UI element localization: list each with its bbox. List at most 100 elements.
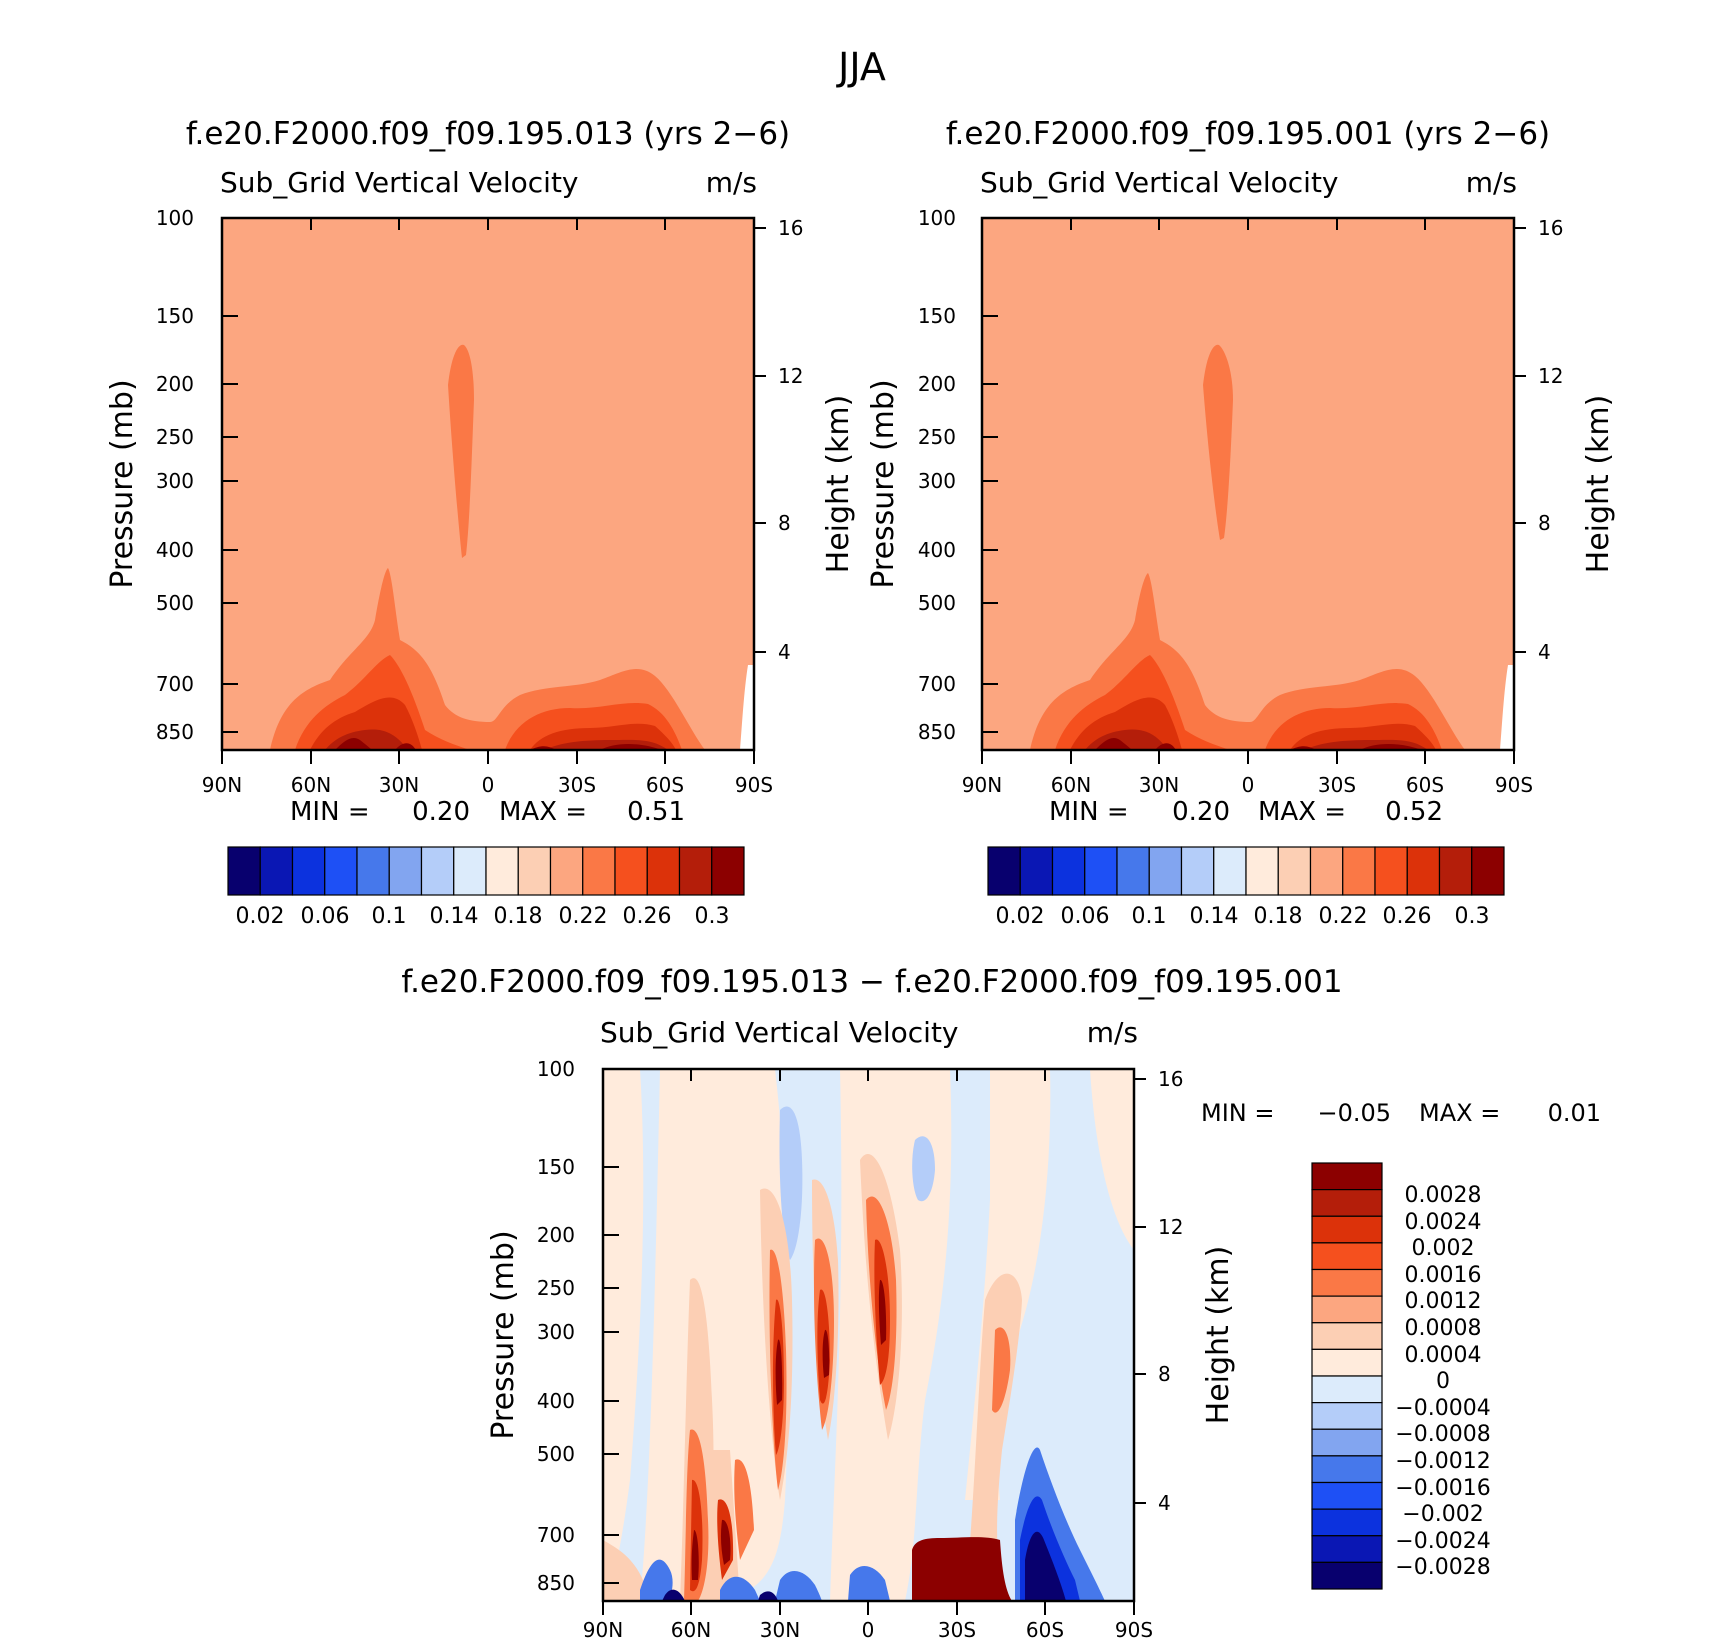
p3-red-block: [912, 1537, 1012, 1601]
colorbar-swatch: [1311, 1455, 1383, 1484]
colorbar-swatch: [1148, 846, 1183, 896]
colorbar-swatch: [1051, 846, 1086, 896]
p2-cb-label-4: 0.18: [1254, 904, 1303, 929]
colorbar-swatch: [259, 846, 294, 896]
p2-cb-label-1: 0.06: [1061, 904, 1110, 929]
panel-3-max-value: 0.01: [1548, 1099, 1601, 1127]
p2-cb-label-0: 0.02: [996, 904, 1045, 929]
panel-2-title: f.e20.F2000.f09_f09.195.001 (yrs 2−6): [946, 116, 1550, 152]
colorbar-swatch: [1311, 1508, 1383, 1537]
panel-1-colorbar-labels: 0.02 0.06 0.1 0.14 0.18 0.22 0.26 0.3: [236, 904, 730, 929]
colorbar-swatch: [1277, 846, 1312, 896]
panel-1-units: m/s: [706, 166, 757, 199]
colorbar-swatch: [987, 846, 1021, 896]
panel-2-background: [982, 218, 1514, 750]
p1-rtick-16: 16: [778, 216, 803, 240]
p3-cb-label-2: 0.002: [1412, 1236, 1475, 1261]
panel-3-ylabel: Pressure (mb): [486, 1230, 521, 1439]
panel-3-title: f.e20.F2000.f09_f09.195.013 − f.e20.F200…: [401, 964, 1342, 1000]
panel-2-axis-ticks: [981, 217, 1526, 764]
p3-cb-label-1: 0.0024: [1405, 1210, 1482, 1235]
p1-xtick-60n: 60N: [291, 773, 331, 797]
colorbar-swatch: [453, 846, 487, 896]
panel-2-y-right-tick-labels: 16 12 8 4: [1538, 216, 1563, 664]
p2-rtick-4: 4: [1538, 640, 1551, 664]
p2-xtick-0: 0: [1242, 773, 1255, 797]
p2-ytick-500: 500: [918, 591, 956, 615]
colorbar-swatch: [1311, 1242, 1383, 1271]
panel-2-min-value: 0.20: [1172, 797, 1230, 827]
panel-1-missing-corner: [740, 665, 754, 750]
p2-ytick-250: 250: [918, 425, 956, 449]
p3-cb-label-6: 0.0004: [1405, 1343, 1482, 1368]
panel-2-max-value: 0.52: [1385, 797, 1443, 827]
colorbar-swatch: [1019, 846, 1054, 896]
p1-ytick-500: 500: [156, 591, 194, 615]
p3-cb-label-13: −0.0024: [1395, 1529, 1490, 1554]
panel-1-upper-plume: [448, 344, 474, 558]
panel-3-max-label: MAX =: [1419, 1099, 1500, 1127]
p2-ytick-400: 400: [918, 538, 956, 562]
figure-title: JJA: [836, 45, 886, 89]
p1-cb-label-3: 0.14: [430, 904, 479, 929]
panel-3-axis-ticks: [602, 1068, 1146, 1615]
colorbar-swatch: [1311, 1402, 1383, 1430]
panel-2-y-tick-labels: 100 150 200 250 300 400 500 700 850: [918, 206, 956, 744]
p1-xtick-30s: 30S: [558, 773, 596, 797]
panel-3-y-tick-labels: 100 150 200 250 300 400 500 700 850: [537, 1057, 575, 1595]
colorbar-swatch: [1311, 1348, 1383, 1377]
p2-cb-label-3: 0.14: [1190, 904, 1239, 929]
panel-2-min-label: MIN =: [1049, 797, 1129, 827]
p3-ytick-200: 200: [537, 1223, 575, 1247]
p1-ytick-100: 100: [156, 206, 194, 230]
panel-2-ylabel: Pressure (mb): [866, 379, 901, 588]
panel-2-max-label: MAX =: [1258, 797, 1346, 827]
p3-xtick-60n: 60N: [671, 1618, 711, 1639]
p3-cb-label-12: −0.002: [1402, 1502, 1483, 1527]
panel-2-contour-lvl4: [1085, 729, 1428, 750]
p3-cb-label-3: 0.0016: [1405, 1263, 1482, 1288]
colorbar-swatch: [1311, 1189, 1383, 1217]
p3-xtick-30s: 30S: [938, 1618, 976, 1639]
panel-2-units: m/s: [1466, 166, 1517, 199]
colorbar-swatch: [1406, 846, 1441, 896]
panel-2-colorbar-labels: 0.02 0.06 0.1 0.14 0.18 0.22 0.26 0.3: [996, 904, 1490, 929]
p3-cb-label-14: −0.0028: [1395, 1555, 1490, 1580]
p2-xtick-60s: 60S: [1406, 773, 1444, 797]
panel-3-colorbar-labels: 0.0028 0.0024 0.002 0.0016 0.0012 0.0008…: [1395, 1183, 1490, 1580]
p2-ytick-300: 300: [918, 469, 956, 493]
p2-rtick-16: 16: [1538, 216, 1563, 240]
p3-cb-label-4: 0.0012: [1405, 1289, 1482, 1314]
panel-3-x-tick-labels: 90N 60N 30N 0 30S 60S 90S: [583, 1618, 1153, 1639]
p1-ytick-150: 150: [156, 304, 194, 328]
panel-1-y-right-tick-labels: 16 12 8 4: [778, 216, 803, 664]
colorbar-swatch: [1311, 1535, 1383, 1563]
colorbar-swatch: [1311, 1268, 1383, 1297]
p3-warm-level-2: [603, 1154, 1022, 1601]
panel-3-units: m/s: [1087, 1016, 1138, 1049]
p3-cb-label-8: −0.0004: [1395, 1396, 1490, 1421]
colorbar-swatch: [1438, 846, 1473, 896]
colorbar-swatch: [1213, 846, 1247, 896]
panel-1-ylabel: Pressure (mb): [105, 379, 140, 588]
panel-3-colorbar: [1311, 1162, 1383, 1590]
p2-rtick-8: 8: [1538, 511, 1551, 535]
p1-xtick-60s: 60S: [646, 773, 684, 797]
panel-1-min-label: MIN =: [290, 797, 370, 827]
p1-ytick-700: 700: [156, 672, 194, 696]
panel-2-variable: Sub_Grid Vertical Velocity: [980, 166, 1339, 199]
p3-ytick-250: 250: [537, 1276, 575, 1300]
p3-xtick-90s: 90S: [1115, 1618, 1153, 1639]
p3-rtick-4: 4: [1158, 1491, 1171, 1515]
panel-1-background: [222, 218, 754, 750]
p2-ytick-100: 100: [918, 206, 956, 230]
panel-3-contours: [603, 1069, 1134, 1601]
colorbar-swatch: [1245, 846, 1279, 896]
panel-1-x-tick-labels: 90N 60N 30N 0 30S 60S 90S: [202, 773, 773, 797]
p2-cb-label-2: 0.1: [1132, 904, 1167, 929]
p2-xtick-90s: 90S: [1495, 773, 1533, 797]
p2-cb-label-7: 0.3: [1455, 904, 1490, 929]
p2-xtick-30n: 30N: [1139, 773, 1179, 797]
p3-xtick-60s: 60S: [1026, 1618, 1064, 1639]
p1-xtick-0: 0: [482, 773, 495, 797]
